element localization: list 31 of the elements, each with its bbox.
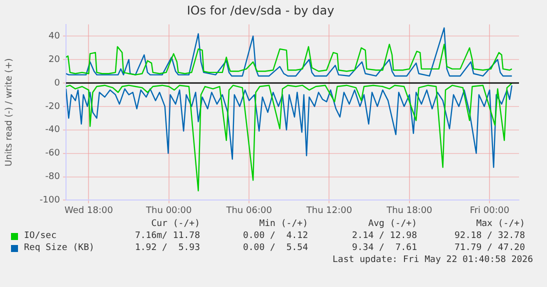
y-tick-label: -20 xyxy=(45,102,60,112)
text: Min (-/+) xyxy=(258,218,308,230)
text: 0.00 / 5.54 xyxy=(242,242,308,254)
legend-label: IO/sec xyxy=(24,230,58,242)
x-tick-label: Thu 12:00 xyxy=(305,206,352,216)
x-tick-label: Wed 18:00 xyxy=(64,206,114,216)
x-tick-label: Thu 06:00 xyxy=(225,206,272,216)
x-tick-label: Thu 18:00 xyxy=(386,206,433,216)
text: 7.16m/ 11.78 xyxy=(134,230,200,242)
y-tick-label: -60 xyxy=(45,148,60,159)
y-tick-label: 40 xyxy=(48,31,60,42)
legend-label: Req Size (KB) xyxy=(24,242,96,254)
text: 1.92 / 5.93 xyxy=(134,242,200,254)
text: 92.18 / 32.78 xyxy=(454,230,525,242)
y-tick-label: 20 xyxy=(48,54,60,65)
y-axis-title: Units read (-) / write (+) xyxy=(4,58,15,166)
text: Last update: Fri May 22 01:40:58 2026 xyxy=(332,254,533,266)
text: Avg (-/+) xyxy=(367,218,417,230)
y-tick-label: -40 xyxy=(45,125,60,136)
text: 0.00 / 4.12 xyxy=(242,230,308,242)
text: Max (-/+) xyxy=(475,218,525,230)
x-tick-label: Thu 00:00 xyxy=(145,206,192,216)
x-tick-label: Fri 00:00 xyxy=(470,206,510,216)
y-tick-label: -80 xyxy=(45,172,60,182)
text: 2.14 / 12.98 xyxy=(350,230,417,242)
text: 71.79 / 47.20 xyxy=(454,242,525,254)
y-tick-label: -100 xyxy=(40,196,60,206)
text: 9.34 / 7.61 xyxy=(350,242,417,254)
y-tick-label: 0 xyxy=(54,78,60,88)
text: Cur (-/+) xyxy=(150,218,200,230)
chart-title: IOs for /dev/sda - by day xyxy=(186,3,334,18)
